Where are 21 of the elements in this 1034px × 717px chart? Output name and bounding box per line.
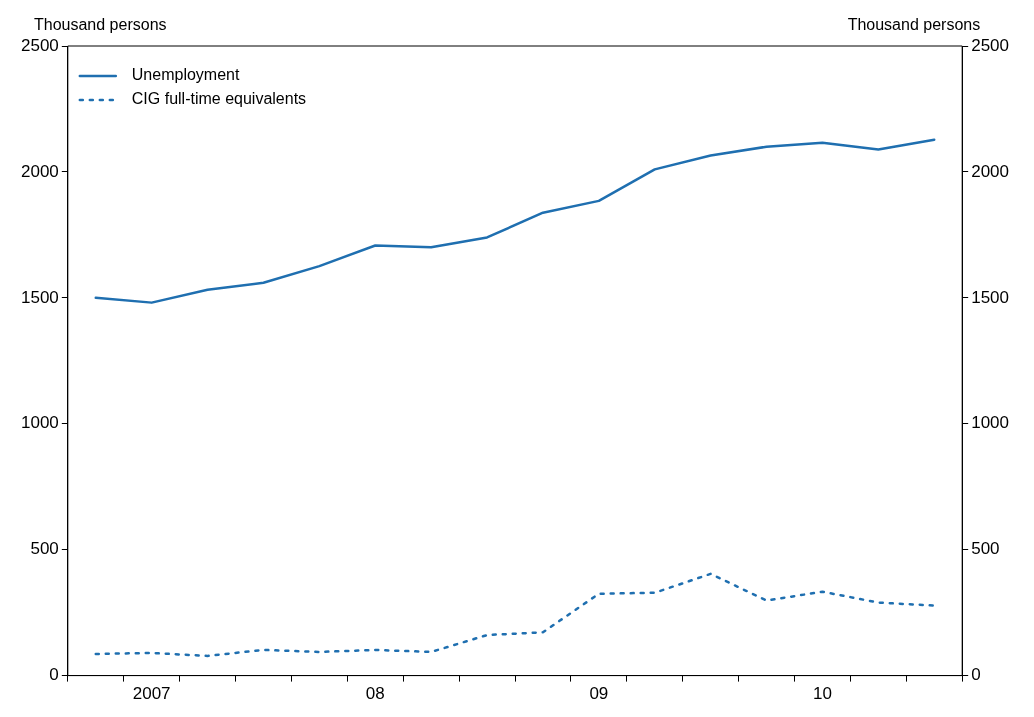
line-series [94,572,936,658]
x-tick-label: 08 [365,684,385,704]
y-tick-label: 500 [30,539,59,559]
y-tick-label: 1500 [20,287,59,307]
legend-label: CIG full-time equivalents [131,90,307,108]
y-axis-title: Thousand persons [34,16,167,34]
legend-label: Unemployment [131,66,240,84]
y-tick-label: 1000 [20,413,59,433]
y2-axis-title: Thousand persons [847,16,981,34]
y-tick-label: 2000 [20,161,59,181]
y2-tick-label: 2500 [971,35,1010,55]
x-tick-label: 09 [589,684,609,704]
y2-tick-label: 0 [971,665,981,685]
y2-tick-label: 1000 [971,413,1010,433]
y2-tick-label: 500 [971,539,1000,559]
y2-tick-label: 1500 [971,287,1010,307]
x-tick-label: 10 [812,684,832,704]
y-tick-label: 0 [49,665,59,685]
y2-tick-label: 2000 [971,161,1010,181]
y-tick-label: 2500 [20,35,59,55]
x-tick-label: 2007 [132,684,171,704]
